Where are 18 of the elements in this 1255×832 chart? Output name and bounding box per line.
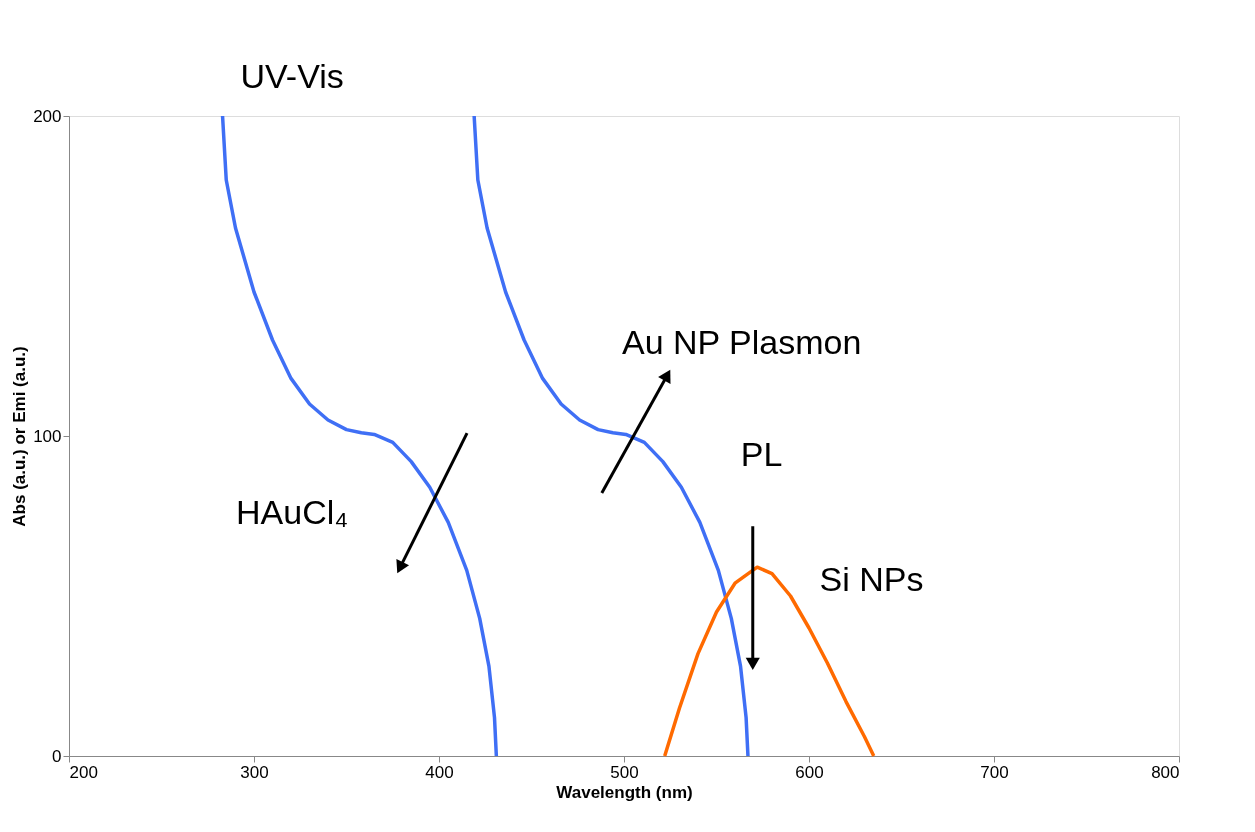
text: Au NP Plasmon — [621, 322, 862, 361]
series-label: Si NPs — [819, 560, 924, 599]
y-axis-title: Abs (a.u.) or Emi (a.u.) — [10, 346, 30, 527]
x-tick-label: 600 — [795, 762, 824, 782]
x-tick-label: 200 — [69, 762, 98, 782]
x-tick-label: 700 — [980, 762, 1009, 782]
x-axis-title: Wavelength (nm) — [556, 782, 693, 802]
annotation: PL — [740, 435, 783, 474]
series-label: HAuCl₄ — [236, 493, 349, 532]
y-tick-label: 100 — [33, 426, 62, 446]
y-tick-label: 0 — [52, 746, 62, 766]
line-series — [220, 114, 499, 758]
x-tick-label: 500 — [610, 762, 639, 782]
text: UV-Vis — [240, 56, 344, 95]
x-tick-label: 800 — [1151, 762, 1180, 782]
y-tick-label: 200 — [33, 106, 62, 126]
x-tick-label: 300 — [240, 762, 269, 782]
x-tick-label: 400 — [425, 762, 454, 782]
